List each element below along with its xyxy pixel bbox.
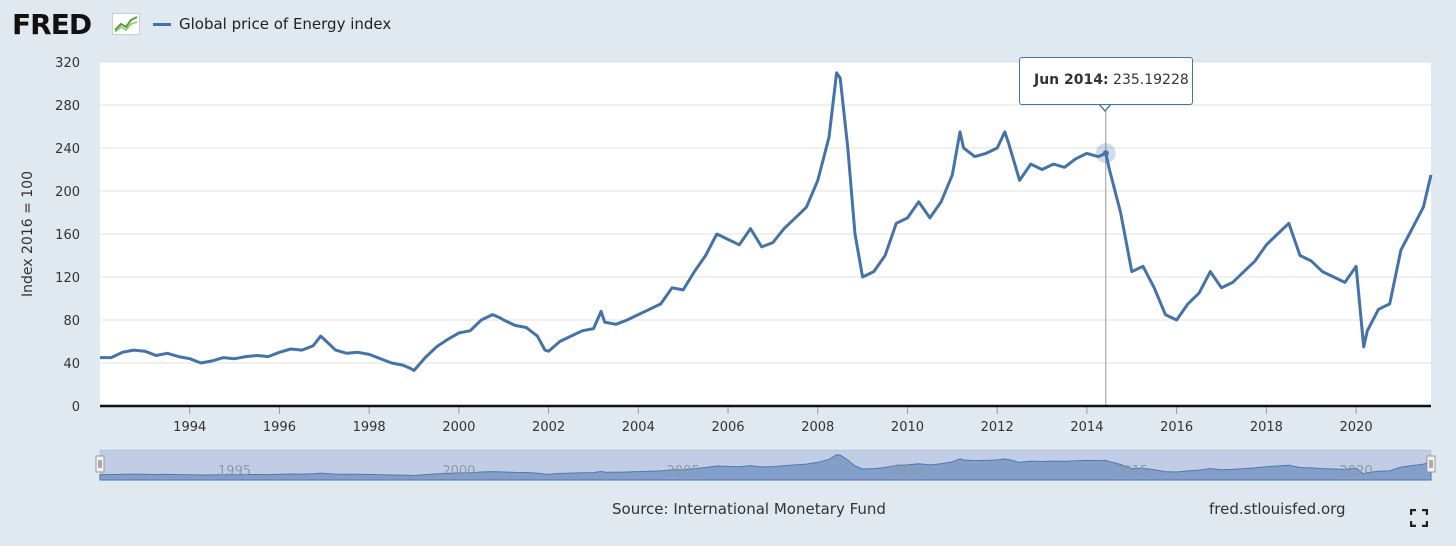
navigator-tick-label: 1995 — [218, 464, 251, 479]
y-tick-label: 120 — [55, 271, 80, 286]
x-tick-label: 2014 — [1070, 420, 1103, 435]
highlight-point — [1102, 150, 1109, 157]
y-tick-label: 160 — [55, 228, 80, 243]
y-tick-label: 280 — [55, 99, 80, 114]
x-tick-label: 1998 — [353, 420, 386, 435]
navigator-handle-left[interactable] — [95, 455, 105, 473]
header: FRED Global price of Energy index — [0, 0, 1456, 52]
navigator-tick-label: 2010 — [891, 464, 924, 479]
series-line — [100, 71, 1433, 372]
tooltip-date: Jun 2014: — [1034, 72, 1109, 88]
navigator-tick-label: 2015 — [1115, 464, 1148, 479]
navigator-tick-label: 2000 — [442, 464, 475, 479]
x-tick-label: 2018 — [1250, 420, 1283, 435]
navigator-tick-label: 2005 — [667, 464, 700, 479]
y-axis-label: Index 2016 = 100 — [20, 171, 36, 297]
navigator-tick-label: 2020 — [1340, 464, 1373, 479]
x-tick-label: 2002 — [532, 420, 565, 435]
x-tick-label: 2006 — [711, 420, 744, 435]
x-tick-label: 2012 — [981, 420, 1014, 435]
legend-line-swatch — [153, 22, 171, 26]
x-tick-label: 2008 — [801, 420, 834, 435]
navigator-handle-right[interactable] — [1426, 455, 1436, 473]
tooltip: Jun 2014: 235.19228 — [1019, 57, 1193, 105]
x-tick-label: 2000 — [442, 420, 475, 435]
handle-body — [95, 455, 105, 473]
x-tick-label: 2010 — [891, 420, 924, 435]
legend[interactable]: Global price of Energy index — [153, 15, 391, 33]
y-tick-label: 0 — [72, 400, 80, 415]
tooltip-text: Jun 2014: 235.19228 — [1034, 72, 1189, 88]
legend-label: Global price of Energy index — [179, 15, 392, 33]
x-tick-label: 2016 — [1160, 420, 1193, 435]
y-tick-label: 80 — [63, 314, 80, 329]
navigator-area — [99, 454, 1432, 481]
fred-url[interactable]: fred.stlouisfed.org — [1209, 500, 1346, 518]
x-tick-label: 1996 — [263, 420, 296, 435]
handle-body — [1426, 455, 1436, 473]
x-tick-label: 2004 — [622, 420, 655, 435]
y-tick-label: 240 — [55, 142, 80, 157]
fullscreen-icon[interactable] — [1410, 509, 1428, 527]
fred-logo[interactable]: FRED — [12, 8, 92, 41]
x-tick-label: 2020 — [1340, 420, 1373, 435]
navigator-selection — [100, 450, 1431, 480]
tooltip-value: 235.19228 — [1113, 72, 1189, 88]
y-tick-label: 320 — [55, 56, 80, 71]
fred-chart-icon — [112, 13, 140, 35]
y-tick-label: 40 — [63, 357, 80, 372]
tooltip-arrow-inner — [1099, 103, 1111, 110]
x-tick-label: 1994 — [173, 420, 206, 435]
y-tick-label: 200 — [55, 185, 80, 200]
source-note: Source: International Monetary Fund — [612, 500, 886, 518]
